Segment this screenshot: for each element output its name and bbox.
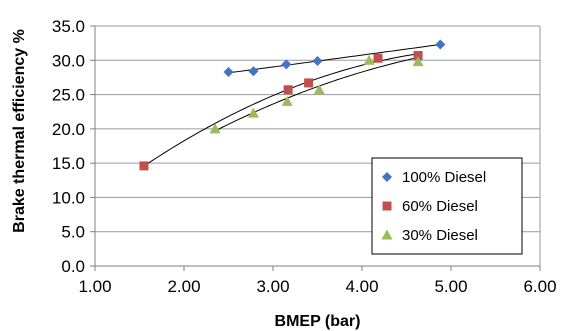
tick-labels: 0.0 5.0 10.0 15.0 20.0 25.0 30.0 35.0 1.00 2.00 3.… (52, 17, 557, 296)
y-tick-label: 5.0 (61, 223, 85, 242)
point-100-diesel (435, 39, 446, 50)
point-100-diesel (223, 66, 234, 77)
y-tick-label: 0.0 (61, 257, 85, 276)
legend-marker (381, 229, 393, 240)
point-60-diesel (139, 161, 149, 171)
x-tick-label: 1.00 (78, 277, 111, 296)
trendline-100-diesel (228, 43, 441, 74)
point-30-diesel (281, 95, 293, 106)
trendline-30-diesel (214, 57, 419, 132)
x-tick-label: 2.00 (167, 277, 200, 296)
point-100-diesel (312, 55, 323, 66)
point-30-diesel (313, 84, 325, 95)
y-tick-label: 35.0 (52, 17, 85, 36)
point-30-diesel (363, 54, 375, 65)
point-30-diesel (412, 56, 424, 67)
axes (90, 25, 541, 271)
legend-label: 100% Diesel (402, 169, 486, 186)
x-tick-label: 5.00 (434, 277, 467, 296)
point-30-diesel (247, 107, 259, 118)
point-60-diesel (283, 85, 293, 95)
legend: 100% Diesel 60% Diesel 30% Diesel (371, 157, 523, 255)
y-tick-label: 25.0 (52, 86, 85, 105)
legend-marker (382, 201, 392, 211)
y-axis-title: Brake thermal efficiency % (11, 29, 28, 233)
point-30-diesel (209, 123, 221, 134)
x-tick-label: 3.00 (256, 277, 289, 296)
x-tick-label: 6.00 (523, 277, 556, 296)
legend-box (371, 157, 523, 255)
x-axis-title: BMEP (bar) (275, 313, 361, 330)
legend-label: 30% Diesel (402, 227, 478, 244)
y-tick-label: 15.0 (52, 154, 85, 173)
y-tick-label: 10.0 (52, 188, 85, 207)
trendline-60-diesel (143, 53, 419, 167)
point-100-diesel (248, 66, 259, 77)
point-100-diesel (281, 59, 292, 70)
x-tick-label: 4.00 (345, 277, 378, 296)
y-tick-label: 30.0 (52, 51, 85, 70)
legend-label: 60% Diesel (402, 198, 478, 215)
data-points (139, 39, 446, 171)
legend-marker (382, 172, 392, 182)
point-60-diesel (373, 53, 383, 63)
point-60-diesel (413, 50, 423, 60)
point-60-diesel (304, 78, 314, 88)
y-tick-label: 20.0 (52, 120, 85, 139)
